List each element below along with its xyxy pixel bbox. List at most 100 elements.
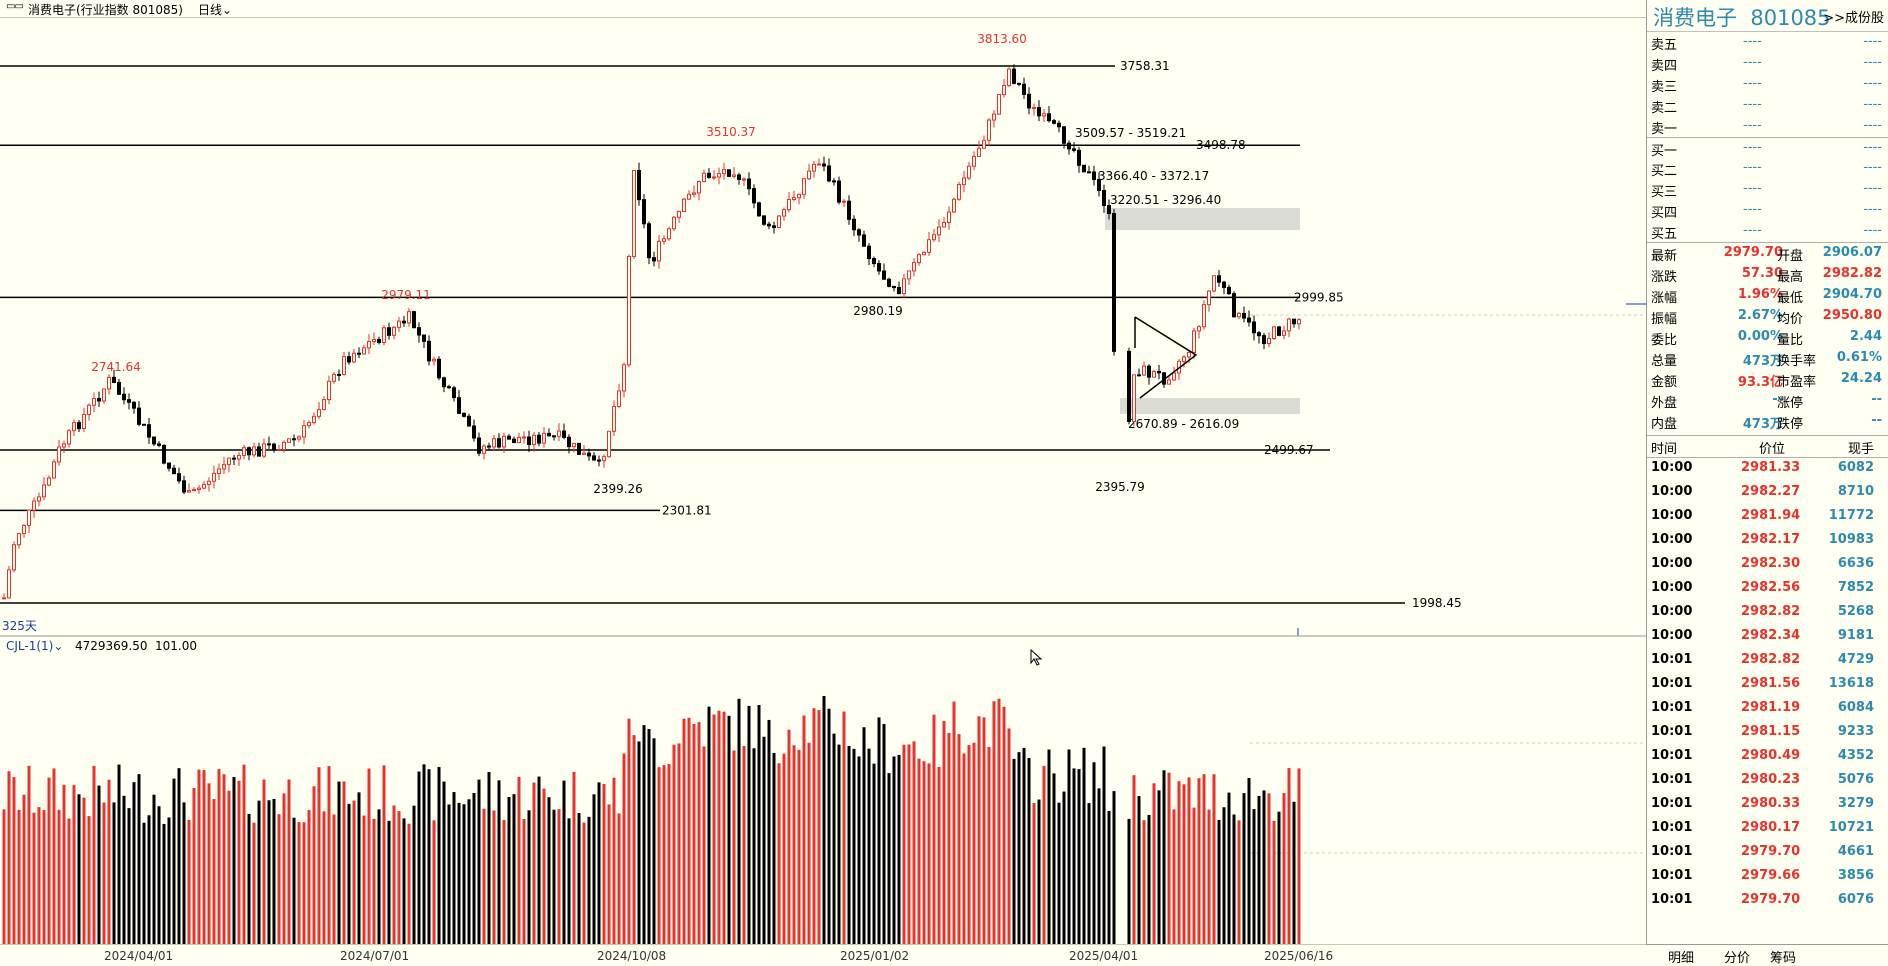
candle-body [942,222,946,228]
volume-bar [97,785,101,944]
indicator-value-1: 4729369.50 [75,639,148,653]
volume-bar [1292,801,1296,944]
volume-bar [312,786,316,944]
indicator-name[interactable]: CJL-1(1)⌄ [6,639,63,653]
volume-bar [407,823,411,944]
candle-body [232,457,236,460]
candle-body [147,424,151,438]
candle-body [1187,351,1191,358]
date-label: 2025/04/01 [1069,949,1139,963]
days-label: 325天 [2,619,37,633]
volume-bar [732,750,736,944]
candle-body [367,341,371,349]
tick-row: 10:01 2979.70 4661 [1651,844,1874,859]
candle-body [632,169,636,257]
candle-body [57,446,61,463]
candle-body [527,436,531,446]
candle-body [7,569,11,599]
volume-bar [822,695,826,944]
tick-list[interactable]: 10:00 2981.33 6082 10:00 2982.27 8710 10:00 298… [1647,457,1888,914]
candle-body [702,172,706,183]
tab-detail[interactable]: 明细 [1668,951,1695,966]
candle-body [1082,164,1086,173]
candle-body [752,188,756,204]
volume-bar [527,810,531,944]
quote-row: 最新 2979.70 开盘 2906.07 [1651,245,1882,264]
candle-body [922,251,926,256]
candle-body [2,597,6,600]
candle-body [272,443,276,451]
peak-label: 3813.60 [977,32,1027,46]
volume-bar [812,708,816,944]
candle-body [677,210,681,218]
volume-bar [152,794,156,944]
volume-bar [612,777,616,944]
volume-bar [697,722,701,944]
volume-bar [952,701,956,944]
candle-body [252,446,256,456]
candle-body [262,443,266,457]
volume-bar [632,735,636,944]
candle-body [772,225,776,229]
volume-bar [112,802,116,944]
level-label: 2301.81 [662,503,712,517]
volume-bar [1077,769,1081,944]
candle-body [47,477,51,486]
period-select[interactable]: 日线⌄ [198,3,233,17]
volume-bar [987,747,991,944]
peak-label: 2395.79 [1095,480,1145,494]
candle-body [22,524,26,535]
volume-bar [567,818,571,944]
candle-body [282,441,286,451]
candle-body [912,262,916,272]
volume-bar [797,749,801,944]
candle-body [402,320,406,324]
volume-bar [1072,768,1076,944]
candle-body [462,412,466,417]
candle-body [1097,178,1101,192]
tick-row: 10:00 2981.33 6082 [1651,460,1874,475]
candle-body [582,452,586,455]
quote-row: 委比 0.00% 量比 2.44 [1651,329,1882,348]
candle-body [1202,304,1206,328]
candle-body [1267,338,1271,345]
candle-body [972,155,976,167]
volume-bar [317,767,321,944]
candle-body [837,180,841,203]
candle-body [12,544,16,571]
candle-body [92,398,96,406]
candle-body [417,327,421,336]
candle-body [87,404,91,416]
volume-bar [462,804,466,944]
volume-bar [787,729,791,944]
volume-bar [482,808,486,944]
volume-bar [62,784,66,944]
triangle-pattern[interactable] [1134,316,1198,399]
volume-bar [1027,757,1031,944]
volume-bar [182,802,186,944]
candle-body [32,500,36,511]
candle-body [832,180,836,183]
volume-bar [1187,777,1191,944]
layout-icon[interactable]: ▭▭ [6,1,24,12]
candle-body [587,452,591,457]
volume-bar [392,805,396,944]
volume-bar [477,779,481,944]
volume-bar [92,765,96,944]
candle-body [187,490,191,493]
volume-bar [157,806,161,944]
constituents-link[interactable]: >>成份股 [1823,11,1884,26]
ticks-header: 时间 价位 现手 [1647,435,1888,457]
volume-bar [1132,775,1136,944]
tab-price[interactable]: 分价 [1724,951,1751,966]
volume-bar [1097,788,1101,944]
quote-row: 内盘 473万 跌停 -- [1651,413,1882,432]
volume-bar [877,717,881,944]
volume-bar [607,804,611,944]
tab-chips[interactable]: 筹码 [1770,951,1797,966]
quote-table: 最新 2979.70 开盘 2906.07 涨跌 57.30 最高 2982.82 涨幅 1.96… [1647,242,1888,432]
candle-body [182,480,186,493]
candle-body [672,216,676,230]
kline-chart[interactable]: 3758.31 3498.78 2999.85 2499.67 2301.81 1998.… [0,18,1646,944]
candle-body [807,170,811,180]
